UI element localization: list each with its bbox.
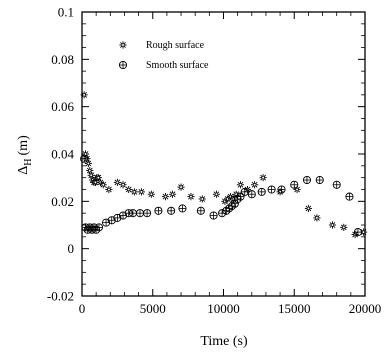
x-tick-label: 10000 bbox=[207, 301, 240, 316]
rough-surface-point bbox=[198, 195, 206, 203]
legend-label-smooth: Smooth surface bbox=[146, 60, 209, 71]
rough-surface-point bbox=[251, 181, 259, 189]
rough-surface-point bbox=[259, 174, 267, 182]
smooth-surface-point bbox=[240, 187, 249, 196]
rough-surface-point bbox=[340, 223, 348, 231]
smooth-surface-point bbox=[277, 185, 286, 194]
legend-label-rough: Rough surface bbox=[146, 40, 205, 51]
y-tick-label: 0.1 bbox=[58, 5, 74, 20]
smooth-surface-point bbox=[315, 175, 324, 185]
legend-circle-plus-icon bbox=[118, 60, 128, 70]
y-tick-label: 0 bbox=[68, 241, 75, 256]
rough-surface-point bbox=[119, 181, 127, 189]
rough-surface-point bbox=[105, 185, 113, 194]
legend-star-icon bbox=[119, 41, 127, 49]
rough-surface-point bbox=[130, 188, 138, 196]
y-tick-label: 0.06 bbox=[51, 99, 74, 114]
plot-frame bbox=[81, 11, 366, 297]
rough-surface-point bbox=[304, 204, 312, 213]
rough-surface-point bbox=[84, 159, 92, 168]
smooth-surface-point bbox=[332, 180, 341, 189]
y-tick-label: 0.02 bbox=[51, 194, 74, 209]
smooth-surface-point bbox=[345, 192, 354, 201]
smooth-surface-point bbox=[94, 223, 104, 232]
rough-surface-point bbox=[161, 193, 170, 201]
rough-surface-point bbox=[328, 221, 337, 229]
rough-surface-point bbox=[137, 188, 146, 196]
legend-marker-smooth bbox=[118, 60, 128, 70]
rough-surface-point bbox=[125, 185, 133, 194]
smooth-surface-point bbox=[178, 204, 187, 213]
rough-surface-point bbox=[187, 193, 195, 201]
smooth-surface-point bbox=[143, 209, 152, 218]
x-tick-label: 15000 bbox=[278, 301, 311, 316]
rough-surface-point bbox=[313, 214, 321, 222]
rough-surface-point bbox=[87, 171, 95, 179]
axis-ticks bbox=[81, 11, 366, 297]
rough-surface-point bbox=[99, 181, 107, 189]
rough-surface-point bbox=[81, 150, 90, 158]
smooth-surface-point bbox=[154, 206, 163, 215]
rough-surface-point bbox=[293, 185, 301, 194]
x-tick-label: 5000 bbox=[140, 301, 166, 316]
rough-surface-point bbox=[177, 183, 185, 191]
smooth-surface-point bbox=[209, 211, 218, 220]
smooth-surface-point bbox=[236, 192, 245, 201]
legend-marker-rough bbox=[119, 41, 127, 49]
x-tick-label: 20000 bbox=[349, 301, 382, 316]
y-tick-label: 0.04 bbox=[51, 147, 74, 162]
smooth-surface-point bbox=[218, 209, 227, 218]
rough-surface-point bbox=[168, 190, 177, 198]
rough-surface-point bbox=[86, 166, 94, 175]
smooth-surface-point bbox=[107, 216, 116, 225]
rough-surface-point bbox=[147, 190, 155, 198]
smooth-surface-point bbox=[290, 180, 299, 189]
rough-surface-point bbox=[94, 174, 102, 182]
legend: Rough surface Smooth surface bbox=[118, 40, 209, 71]
y-tick-label: -0.02 bbox=[47, 289, 74, 304]
rough-surface-point bbox=[236, 181, 245, 189]
y-axis-label-unit: (m) bbox=[16, 135, 31, 156]
y-axis-label: ΔH (m) bbox=[16, 135, 34, 175]
x-axis-label: Time (s) bbox=[200, 334, 248, 349]
smooth-surface-point bbox=[167, 206, 176, 215]
smooth-surface-point bbox=[196, 206, 205, 215]
rough-surface-point bbox=[113, 178, 121, 186]
smooth-surface-point bbox=[247, 190, 256, 199]
y-tick-label: 0.08 bbox=[51, 52, 74, 67]
smooth-surface-point bbox=[128, 209, 137, 218]
rough-surface-point bbox=[212, 190, 221, 198]
smooth-surface-point bbox=[353, 228, 362, 237]
smooth-surface-point bbox=[135, 209, 145, 218]
smooth-surface-point bbox=[267, 185, 276, 194]
y-axis-label-subscript: H bbox=[23, 158, 34, 165]
smooth-surface-point bbox=[257, 187, 266, 196]
y-axis-label-symbol: Δ bbox=[16, 166, 31, 175]
tick-labels: 0 5000 10000 15000 20000 -0.02 0 0.02 0.04 0.06 0.… bbox=[47, 5, 381, 317]
smooth-surface-point bbox=[302, 175, 312, 185]
data-marks bbox=[80, 91, 368, 239]
x-tick-label: 0 bbox=[79, 301, 86, 316]
